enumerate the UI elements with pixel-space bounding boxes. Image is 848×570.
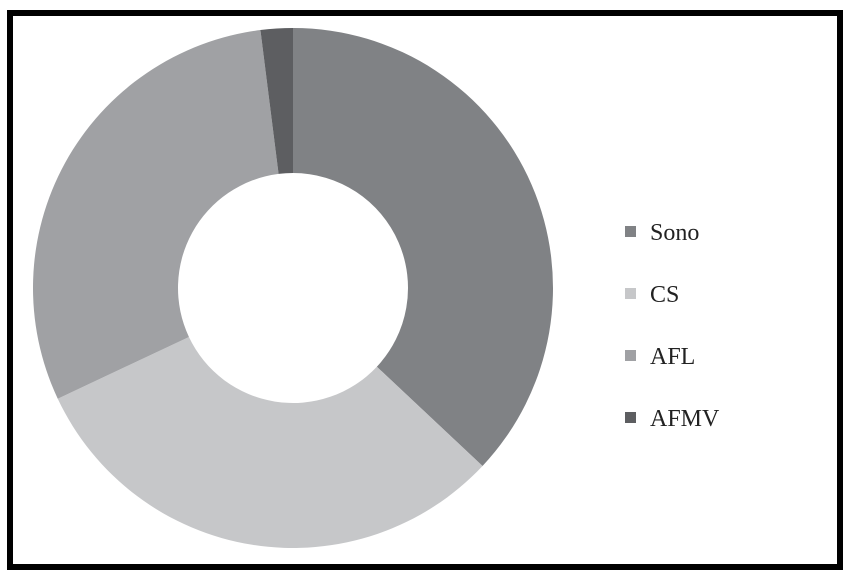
legend-label-afl: AFL (650, 344, 695, 370)
legend-label-cs: CS (650, 282, 679, 308)
legend: Sono CS AFL AFMV (625, 220, 720, 432)
legend-swatch-afmv (625, 412, 636, 423)
donut-chart: Sono CS AFL AFMV (32, 28, 720, 548)
legend-label-afmv: AFMV (650, 406, 720, 432)
legend-label-sono: Sono (650, 220, 699, 246)
slice-afmv (260, 28, 293, 174)
legend-swatch-cs (625, 288, 636, 299)
chart-frame: Sono CS AFL AFMV (7, 10, 843, 570)
slice-afl (32, 30, 279, 399)
legend-swatch-afl (625, 350, 636, 361)
slice-cs (57, 336, 483, 548)
legend-swatch-sono (625, 226, 636, 237)
donut-slices (32, 28, 553, 548)
slice-sono (293, 28, 553, 466)
